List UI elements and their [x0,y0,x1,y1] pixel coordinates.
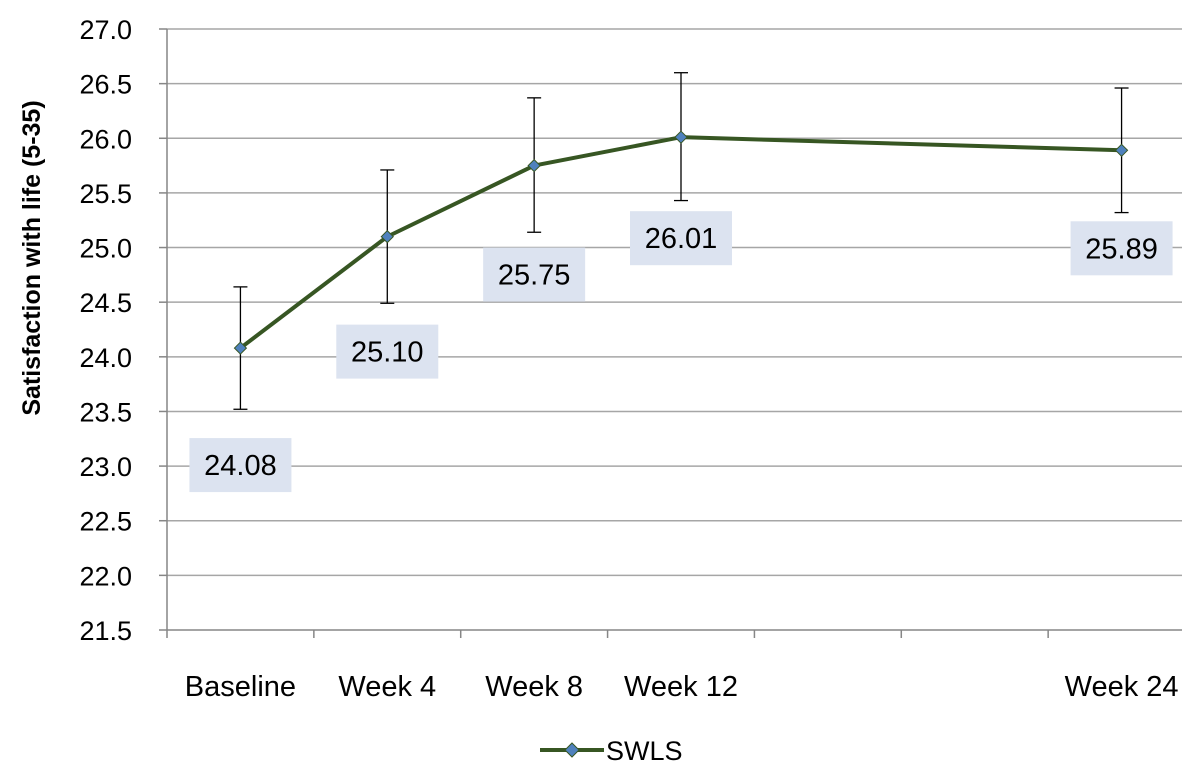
y-tick-label: 24.0 [79,343,132,373]
data-label-box [336,324,439,379]
y-tick-labels: 21.5 22.0 22.5 23.0 23.5 24.0 24.5 25.0 25.5 26.0… [79,15,132,646]
legend: SWLS [540,736,683,766]
series-swls [233,130,1129,355]
x-tick-label: Week 24 [1065,671,1179,703]
gridlines [167,28,1182,577]
data-label-box [630,211,732,266]
x-tick-labels: Baseline Week 4 Week 8 Week 12 Week 24 [185,671,1179,703]
x-tick-label: Week 8 [485,671,583,703]
y-axis-title: Satisfaction with life (5-35) [18,100,46,415]
data-point-marker [1114,143,1129,158]
data-label: 25.89 [1085,233,1158,265]
y-tick-label: 26.5 [79,70,132,100]
data-point-marker [233,341,248,355]
x-tick-label: Week 12 [624,671,738,703]
y-tick-label: 21.5 [79,616,132,646]
legend-label-swls: SWLS [606,736,683,762]
y-tick-label: 27.0 [79,15,132,45]
y-tick-label: 23.5 [79,397,132,427]
data-label: 26.01 [645,223,718,255]
data-point-marker [380,229,394,244]
y-tick-label: 23.0 [79,452,132,482]
data-point-marker [527,158,541,173]
axes [159,28,1182,638]
data-label: 24.08 [204,450,277,482]
data-label-box [483,247,586,302]
data-point-marker [674,130,688,144]
data-labels: 24.08 25.10 25.75 26.01 25.89 [189,211,1173,493]
x-tick-label: Baseline [185,671,296,703]
y-tick-label: 25.5 [79,179,132,209]
y-tick-label: 24.5 [79,288,132,318]
y-tick-label: 22.5 [79,507,132,537]
y-tick-label: 22.0 [79,561,132,591]
data-label-box [1070,221,1173,276]
legend-marker-swls [564,742,580,758]
y-tick-label: 25.0 [79,234,132,264]
data-label: 25.75 [498,260,571,292]
x-tick-label: Week 4 [338,671,436,703]
y-tick-label: 26.0 [79,124,132,154]
data-label-box [189,438,292,493]
data-label: 25.10 [351,337,424,369]
